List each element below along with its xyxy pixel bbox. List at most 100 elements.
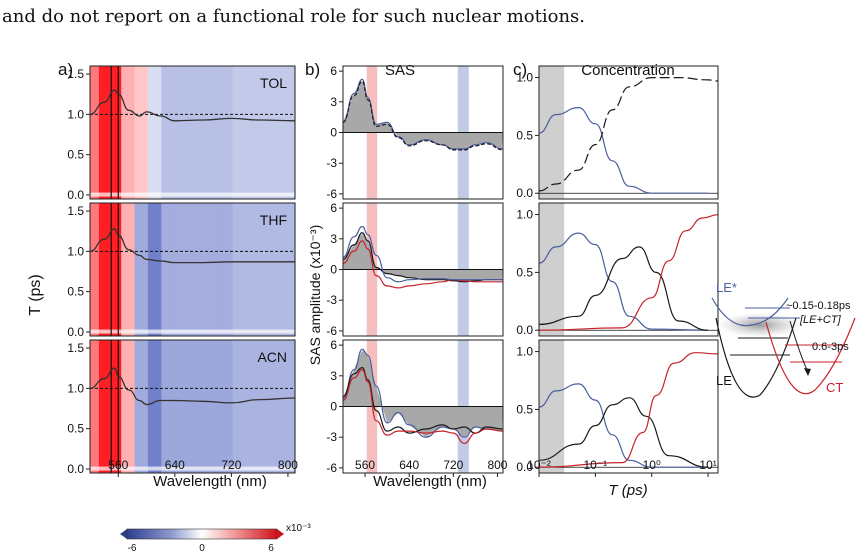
heatmap-frame (89, 202, 296, 337)
sas-series-blue (342, 225, 503, 283)
heatmap-cell (134, 340, 140, 473)
heatmap-cell (286, 340, 292, 473)
heatmap-cell (268, 340, 274, 473)
y-tick-label: 1.5 (67, 204, 84, 218)
heatmap-cell (228, 340, 234, 473)
heatmap-cell (121, 340, 127, 473)
heatmap-cell (210, 340, 216, 473)
heatmap-cell (254, 340, 260, 473)
heatmap-cell (125, 340, 131, 473)
heatmap-cell (90, 203, 96, 336)
y-tick-label: 1.0 (67, 244, 84, 258)
heatmap-cell (286, 203, 292, 336)
y-tick-label: 0.0 (516, 323, 533, 337)
heatmap-cell (156, 66, 162, 199)
conc-gray-region (539, 203, 565, 336)
panel-b-xlabel: Wavelength (nm) (373, 473, 487, 490)
scheme-le-star-label: LE* (716, 280, 737, 295)
heatmap-cell (139, 203, 145, 336)
heatmap-cell (134, 203, 140, 336)
heatmap-cell (250, 203, 256, 336)
heatmap-cell (241, 203, 247, 336)
heatmap-cell (263, 340, 269, 473)
x-tick-label: 560 (355, 458, 375, 472)
heatmap-cell (277, 203, 283, 336)
x-tick-label: 560 (108, 458, 128, 472)
heatmap-cell (143, 203, 149, 336)
heatmap-cell (201, 66, 207, 199)
heatmap-cell (237, 66, 243, 199)
heatmap-cell (259, 66, 265, 199)
heatmap-cell (210, 203, 216, 336)
sas-series-red (342, 369, 504, 444)
heatmap-zero-band (90, 329, 295, 334)
conc-gray-region (539, 66, 565, 199)
heatmap-cell (112, 66, 118, 199)
heatmap-cell (250, 66, 256, 199)
conc-series-red (538, 214, 719, 331)
heatmap-cell (268, 203, 274, 336)
scheme-ct-curve (765, 317, 856, 395)
heatmap-cell (237, 203, 243, 336)
heatmap-cell (205, 340, 211, 473)
heatmap-cell (94, 340, 100, 473)
heatmap-cell (147, 340, 153, 473)
heatmap-trace (89, 89, 296, 122)
heatmap-cell (152, 66, 158, 199)
y-tick-label: 0.5 (516, 265, 533, 279)
heatmap-cell (179, 66, 185, 199)
panel-b-label: b) (305, 60, 320, 79)
heatmap-cell (116, 340, 122, 473)
heatmap-cell (268, 66, 274, 199)
heatmap-cell (116, 66, 122, 199)
heatmap-cell (112, 340, 118, 473)
scheme-arrow-head (804, 368, 811, 376)
colorbar-left-arrow (120, 529, 127, 539)
heatmap-cell (290, 340, 296, 473)
y-tick-label: 1.0 (67, 381, 84, 395)
y-tick-label: 0.0 (516, 460, 533, 474)
heatmap-cell (107, 203, 113, 336)
heatmap-cell (223, 66, 229, 199)
y-tick-label: 0.5 (67, 422, 84, 436)
caption-text: and do not report on a functional role f… (2, 6, 586, 27)
y-tick-label: 0 (330, 263, 337, 277)
colorbar-tick-max: 6 (268, 543, 274, 554)
x-tick-label: 640 (399, 458, 419, 472)
heatmap-cell (205, 203, 211, 336)
colorbar-tick-mid: 0 (199, 543, 205, 554)
colorbar-tick-min: -6 (128, 543, 137, 554)
heatmap-cell (165, 340, 171, 473)
heatmap-zero-band (90, 466, 295, 471)
heatmap-cell (232, 66, 238, 199)
conc-series-black-dashed (538, 77, 719, 192)
heatmap-cell (250, 340, 256, 473)
x-tick-label: 800 (278, 458, 298, 472)
heatmap-cell (179, 203, 185, 336)
heatmap-row-label: TOL (260, 75, 287, 91)
scheme-time2-label: 0.6-3ps (812, 341, 849, 353)
scheme-mixed-state-cloud (718, 313, 802, 337)
y-tick-label: 0.0 (67, 325, 84, 339)
heatmap-zero-band (90, 192, 295, 197)
sas-gray-spectrum (343, 81, 503, 149)
heatmap-cell (165, 203, 171, 336)
heatmap-cell (98, 203, 104, 336)
panel-b-ylabel: SAS amplitude (x10⁻³) (307, 225, 323, 365)
y-tick-label: 0.0 (516, 186, 533, 200)
heatmap-cell (156, 340, 162, 473)
heatmap-cell (121, 66, 127, 199)
heatmap-cell (223, 340, 229, 473)
heatmap-cell (103, 340, 109, 473)
heatmap-cell (112, 203, 118, 336)
heatmap-cell (161, 340, 167, 473)
y-tick-label: 1.5 (67, 67, 84, 81)
y-tick-label: 1.0 (516, 71, 533, 85)
x-tick-label: 10⁰ (643, 458, 661, 472)
y-tick-label: -3 (326, 156, 337, 170)
heatmap-cell (107, 340, 113, 473)
y-tick-label: 0.0 (67, 188, 84, 202)
heatmap-cell (241, 340, 247, 473)
y-tick-label: -3 (326, 430, 337, 444)
heatmap-cell (281, 340, 287, 473)
